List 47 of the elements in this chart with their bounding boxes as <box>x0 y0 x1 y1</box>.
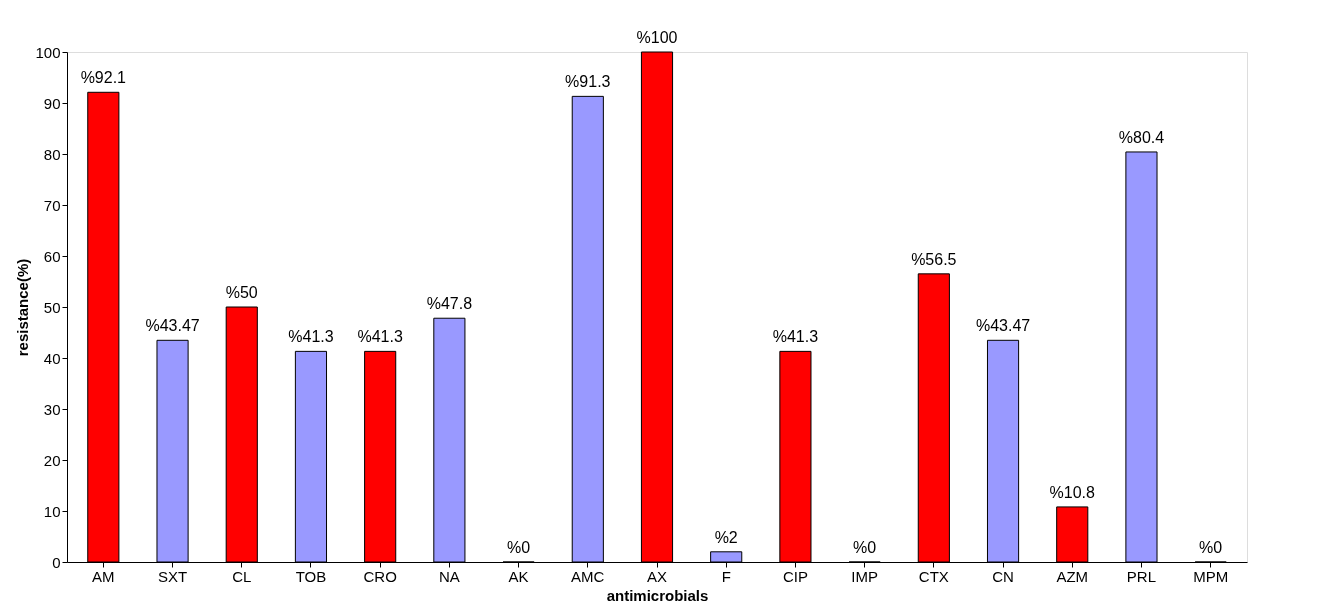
y-tick-label: 20 <box>43 451 61 469</box>
data-label: %50 <box>225 284 258 301</box>
data-label: %56.5 <box>911 250 957 268</box>
y-tick-label: 100 <box>35 43 61 61</box>
x-tick-label: NA <box>438 567 460 585</box>
data-label: %41.3 <box>288 328 334 346</box>
data-label: %41.3 <box>772 328 819 346</box>
x-tick-label: CN <box>992 567 1014 585</box>
x-tick-label: AZM <box>1056 567 1089 585</box>
data-label: %100 <box>636 29 678 46</box>
x-tick-label: AMC <box>571 567 605 585</box>
data-label: %0 <box>1199 539 1223 556</box>
x-tick-label: PRL <box>1126 567 1157 585</box>
data-label: %43.47 <box>145 317 200 335</box>
data-label: %92.1 <box>80 69 127 87</box>
data-label: %80.4 <box>1118 128 1165 146</box>
y-tick-label: 60 <box>43 247 61 265</box>
x-tick-label: F <box>721 567 731 585</box>
y-axis-title: resistance(%) <box>14 258 32 357</box>
x-tick-label: MPM <box>1193 567 1229 585</box>
x-axis-title: antimicrobials <box>606 586 709 604</box>
x-tick-label: IMP <box>851 567 878 585</box>
x-tick-label: AM <box>92 567 115 585</box>
x-tick-label: AX <box>646 567 668 585</box>
x-tick-label: SXT <box>157 567 188 585</box>
data-label: %43.47 <box>975 317 1031 335</box>
y-tick-label: 80 <box>43 145 61 163</box>
x-tick-label: CIP <box>782 567 808 585</box>
data-label: %0 <box>853 539 877 556</box>
y-tick-label: 70 <box>43 196 61 214</box>
x-tick-label: AK <box>508 567 529 585</box>
data-label: %2 <box>714 528 738 546</box>
y-tick-label: 10 <box>43 502 61 520</box>
y-tick-label: 30 <box>43 400 61 418</box>
x-tick-label: CL <box>232 567 252 585</box>
data-label: %41.3 <box>357 328 403 346</box>
y-tick-label: 90 <box>43 94 61 112</box>
data-label: %0 <box>507 539 531 556</box>
data-label: %10.8 <box>1049 483 1096 501</box>
y-tick-label: 40 <box>43 349 61 367</box>
data-label: %91.3 <box>565 73 611 91</box>
data-label: %47.8 <box>426 295 473 313</box>
x-tick-label: TOB <box>295 567 327 585</box>
x-tick-label: CRO <box>363 567 397 585</box>
x-tick-label: CTX <box>918 567 949 585</box>
y-tick-label: 0 <box>52 553 61 571</box>
y-tick-label: 50 <box>43 298 61 316</box>
